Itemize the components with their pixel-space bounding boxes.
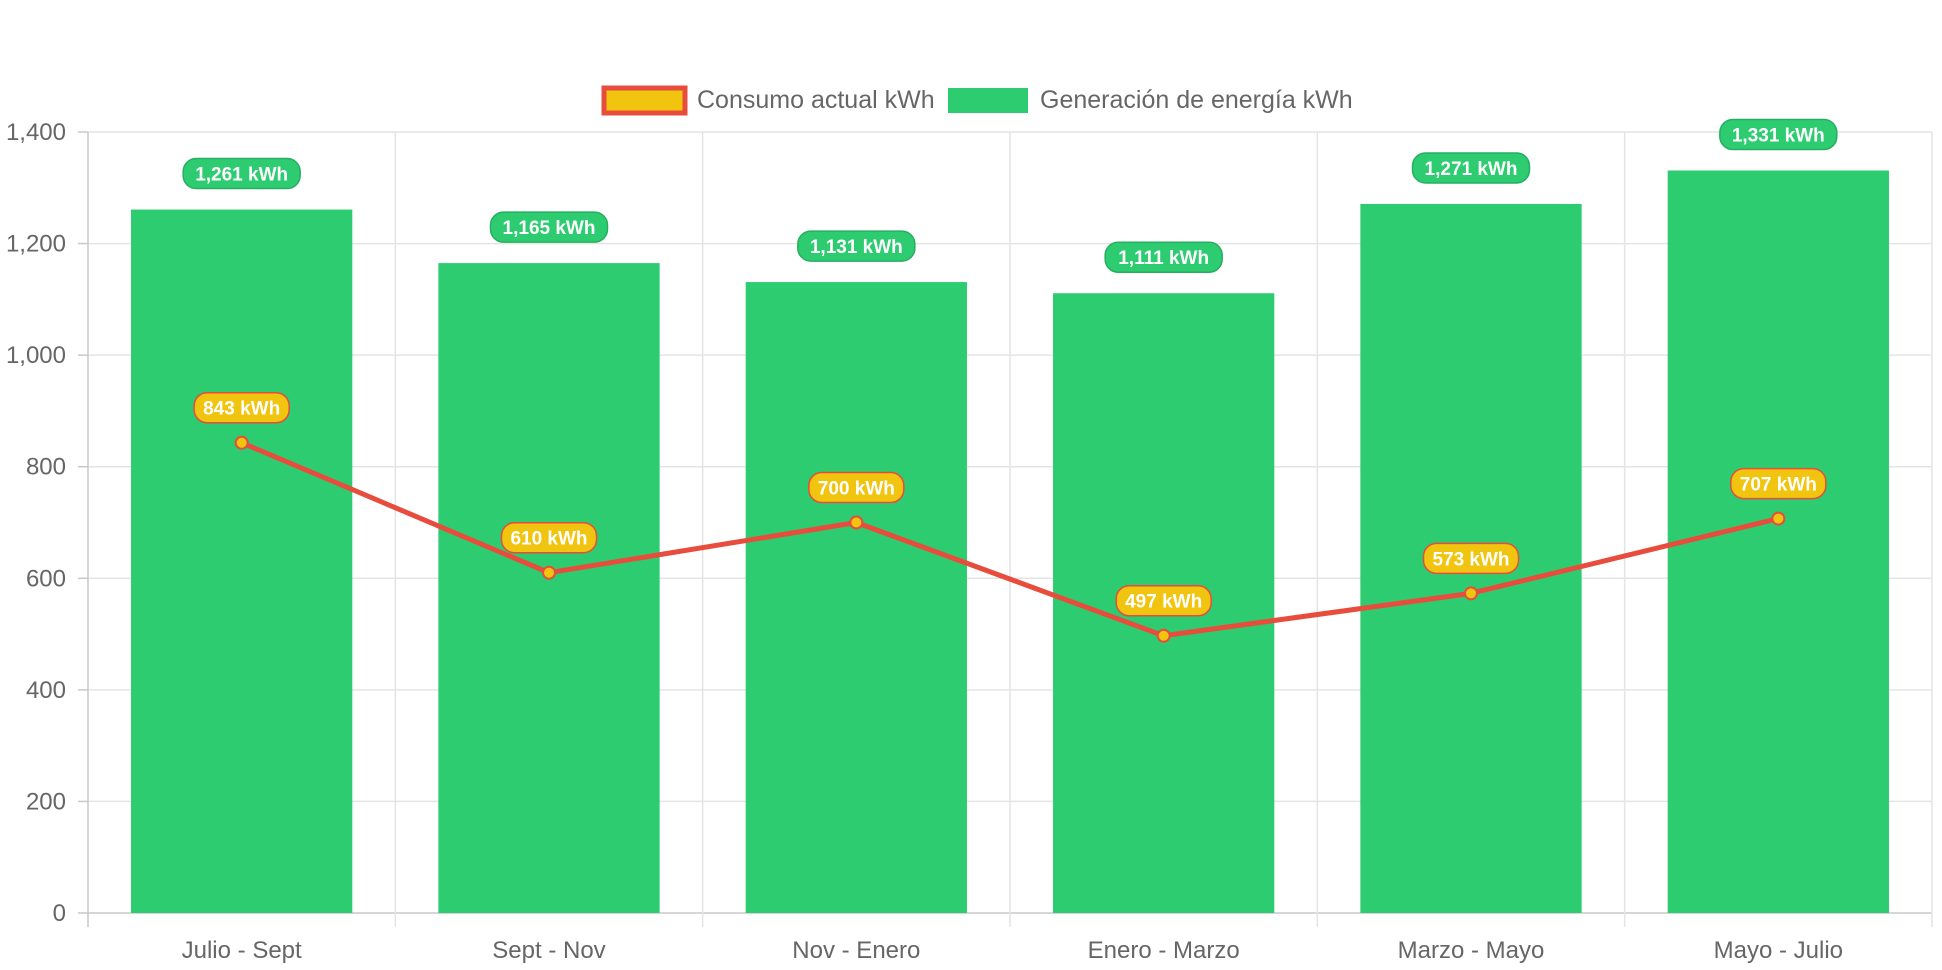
bar-data-label-box bbox=[1411, 152, 1531, 184]
line-points bbox=[234, 435, 1786, 643]
line-series bbox=[240, 440, 1779, 639]
y-tick-label: 1,400 bbox=[6, 119, 66, 146]
y-tick-label: 1,000 bbox=[6, 342, 66, 369]
bar-data-label-box bbox=[797, 230, 916, 262]
line-data-label-box bbox=[500, 521, 598, 554]
legend: Consumo actual kWh Generación de energía… bbox=[601, 85, 1353, 116]
series-line bbox=[240, 440, 1779, 639]
data-labels: 1,261 kWh 1,165 kWh 1,131 kWh 1,111 kWh 1,27… bbox=[182, 118, 1838, 617]
line-data-label-box bbox=[193, 391, 290, 424]
bar-data-label-box bbox=[182, 157, 301, 190]
legend-label-generacion[interactable]: Generación de energía kWh bbox=[1040, 86, 1353, 114]
grid-lines bbox=[87, 131, 1933, 927]
x-axis: Julio - Sept Sept - Nov Nov - Enero Enero -… bbox=[182, 937, 1843, 964]
x-tick-label: Sept - Nov bbox=[492, 937, 605, 964]
line-point[interactable] bbox=[849, 515, 864, 530]
bar[interactable] bbox=[438, 263, 660, 913]
bar-data-label: 1,331 kWh bbox=[1732, 125, 1825, 146]
line-data-label-box bbox=[1730, 467, 1827, 500]
line-data-label-box bbox=[808, 471, 905, 504]
legend-label-consumo[interactable]: Consumo actual kWh bbox=[697, 86, 935, 114]
bar-data-label: 1,271 kWh bbox=[1425, 159, 1518, 180]
line-data-label: 573 kWh bbox=[1432, 549, 1509, 570]
y-tick-label: 200 bbox=[26, 788, 66, 815]
y-tick-label: 600 bbox=[26, 565, 66, 592]
bar-data-label: 1,131 kWh bbox=[810, 237, 903, 258]
bar-data-label-box bbox=[1104, 241, 1223, 273]
line-point[interactable] bbox=[1464, 586, 1478, 601]
bar-data-label-box bbox=[489, 211, 609, 243]
line-point[interactable] bbox=[542, 565, 556, 580]
x-tick-label: Marzo - Mayo bbox=[1398, 937, 1545, 964]
legend-swatch-generacion[interactable] bbox=[948, 88, 1028, 113]
bar[interactable] bbox=[1667, 170, 1889, 914]
legend-swatch-consumo[interactable] bbox=[601, 85, 688, 116]
bar-data-label: 1,165 kWh bbox=[503, 218, 596, 239]
bar-data-label: 1,111 kWh bbox=[1118, 248, 1209, 269]
bar-data-label-box bbox=[1719, 118, 1838, 151]
x-tick-label: Julio - Sept bbox=[182, 937, 302, 964]
y-tick-label: 800 bbox=[26, 454, 66, 481]
line-point[interactable] bbox=[1771, 511, 1786, 526]
line-data-label: 843 kWh bbox=[203, 399, 280, 420]
bar-data-label: 1,261 kWh bbox=[195, 165, 288, 186]
x-tick-label: Enero - Marzo bbox=[1088, 937, 1240, 964]
x-tick-label: Nov - Enero bbox=[792, 937, 920, 964]
bar[interactable] bbox=[131, 209, 353, 914]
line-point[interactable] bbox=[1156, 628, 1171, 643]
line-data-label: 497 kWh bbox=[1125, 592, 1202, 613]
line-data-label: 610 kWh bbox=[510, 529, 587, 550]
x-tick-label: Mayo - Julio bbox=[1714, 937, 1843, 964]
line-data-label-box bbox=[1115, 584, 1212, 617]
y-axis: 0 200 400 600 800 1,000 1,200 1,400 bbox=[6, 119, 88, 927]
line-data-label-box bbox=[1422, 542, 1520, 575]
y-tick-label: 400 bbox=[26, 677, 66, 704]
line-point[interactable] bbox=[234, 435, 249, 450]
bar-series bbox=[131, 170, 1889, 914]
line-data-label: 700 kWh bbox=[818, 479, 895, 500]
y-tick-label: 1,200 bbox=[6, 231, 66, 258]
line-data-label: 707 kWh bbox=[1740, 475, 1817, 496]
y-tick-label: 0 bbox=[53, 900, 66, 927]
bar[interactable] bbox=[745, 282, 967, 913]
